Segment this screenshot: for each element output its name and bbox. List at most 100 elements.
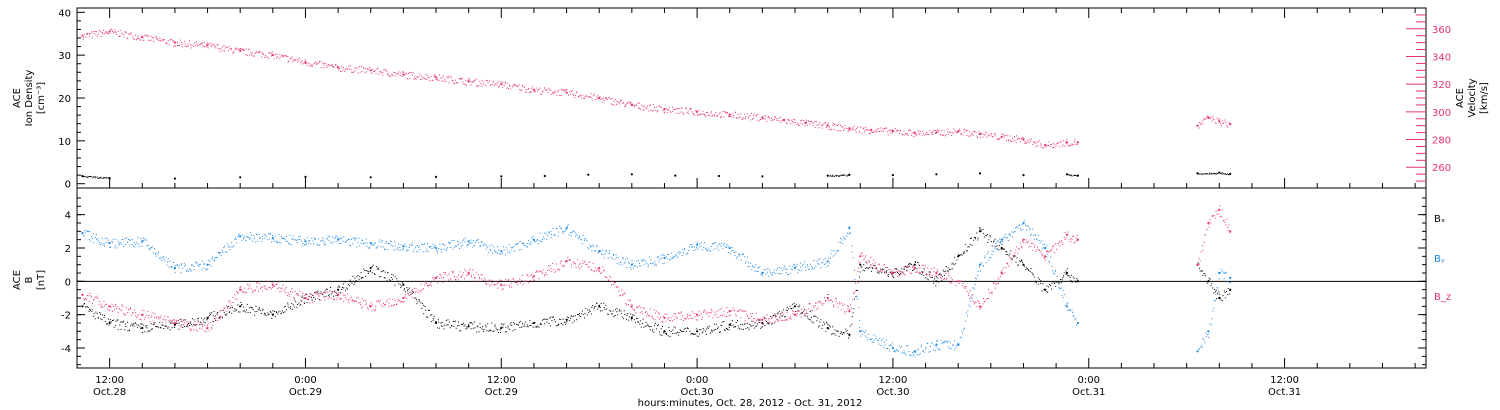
velocity-series-sample xyxy=(767,117,769,119)
b-series-2-sample xyxy=(665,320,667,322)
b-series-1-sample xyxy=(246,236,248,238)
b-series-1-sample xyxy=(445,250,447,252)
b-series-0-sample xyxy=(616,311,618,313)
b-series-0-sample xyxy=(701,332,703,334)
b-series-2-sample xyxy=(345,296,347,298)
velocity-series-sample xyxy=(1229,123,1230,124)
b-series-2-sample xyxy=(695,313,697,315)
b-series-2-sample xyxy=(361,298,363,300)
b-series-0-sample xyxy=(121,321,123,323)
velocity-series-sample xyxy=(322,63,324,65)
b-series-0-sample xyxy=(1068,275,1070,277)
velocity-series-sample xyxy=(268,52,270,53)
b-series-2-point xyxy=(891,271,895,275)
b-series-2-sample xyxy=(237,292,239,294)
velocity-series-sample xyxy=(544,87,546,89)
b-series-1-sample xyxy=(201,260,203,262)
b-series-2-sample xyxy=(648,315,650,317)
b-series-1-sample xyxy=(856,295,858,297)
velocity-series-sample xyxy=(601,97,603,99)
velocity-series-sample xyxy=(702,110,704,112)
b-series-2-sample xyxy=(715,313,717,315)
velocity-series-sample xyxy=(610,98,612,100)
b-series-1-sample xyxy=(1067,302,1069,304)
velocity-series xyxy=(81,28,1232,149)
b-series-1-sample xyxy=(347,238,349,240)
b-series-1-sample xyxy=(931,342,933,344)
b-series-1-sample xyxy=(272,239,274,241)
b-series-2-sample xyxy=(676,317,678,319)
b-series-0-sample xyxy=(995,246,997,248)
b-series-0-sample xyxy=(431,314,433,316)
density-series-point xyxy=(674,174,677,177)
b-series-1-sample xyxy=(96,239,97,241)
b-series-0-sample xyxy=(871,270,872,272)
velocity-series-sample xyxy=(730,116,732,118)
density-series-sample xyxy=(87,176,89,178)
velocity-series-sample xyxy=(170,38,172,40)
b-series-1-sample xyxy=(719,243,721,245)
b-series-2-sample xyxy=(960,280,962,282)
velocity-series-sample xyxy=(415,78,417,80)
b-series-2-sample xyxy=(746,314,748,316)
velocity-series-sample xyxy=(534,91,536,93)
b-series-1-sample xyxy=(342,240,344,242)
b-series-0-sample xyxy=(85,306,87,308)
b-series-2-sample xyxy=(96,295,98,297)
velocity-series-sample xyxy=(962,134,964,136)
velocity-series-sample xyxy=(706,112,708,113)
b-series-1-sample xyxy=(340,238,342,240)
b-series-2-sample xyxy=(383,304,385,306)
b-series-2-sample xyxy=(334,298,335,300)
b-series-2-point xyxy=(826,296,829,300)
velocity-series-sample xyxy=(285,55,287,57)
velocity-series-sample xyxy=(570,91,572,93)
b-series-2-sample xyxy=(567,256,569,258)
b-series-2-sample xyxy=(284,288,286,290)
b-series-1-sample xyxy=(732,249,734,251)
b-series-1-point xyxy=(337,238,340,241)
b-series-2-sample xyxy=(757,318,759,320)
b-series-2-sample xyxy=(870,256,872,258)
b-series-0-sample xyxy=(778,310,780,312)
b-series-2-sample xyxy=(954,281,956,283)
density-series-sample xyxy=(1071,175,1073,177)
b-series-0-sample xyxy=(811,317,812,319)
density-series-sample xyxy=(1227,173,1229,175)
b-series-0-sample xyxy=(1030,268,1032,269)
b-series-1-sample xyxy=(988,259,990,261)
b-series-1-sample xyxy=(861,330,862,331)
b-series-1-sample xyxy=(859,319,860,321)
b-series-0-sample xyxy=(579,313,581,315)
density-series-sample xyxy=(94,176,96,178)
b-series-2-sample xyxy=(559,263,561,265)
b-series-0-sample xyxy=(795,311,797,312)
b-series-0-sample xyxy=(970,237,971,239)
b-series-0-sample xyxy=(1007,254,1009,255)
b-series-0-sample xyxy=(589,309,591,311)
b-series-1-sample xyxy=(274,240,276,242)
b-series-2-sample xyxy=(765,318,767,319)
b-series-0-sample xyxy=(598,304,600,306)
b-series-0-point xyxy=(598,305,601,308)
b-series-2-sample xyxy=(525,280,527,282)
b-series-2-sample xyxy=(761,323,763,324)
b-series-0-sample xyxy=(275,311,277,313)
velocity-series-sample xyxy=(472,81,474,83)
b-series-2-sample xyxy=(430,282,432,284)
b-series-2-sample xyxy=(485,279,487,281)
b-series-0-sample xyxy=(839,333,841,335)
b-series-2-sample xyxy=(859,262,861,264)
b-series-0-sample xyxy=(991,245,993,247)
velocity-series-sample xyxy=(710,112,712,114)
b-series-0-sample xyxy=(928,271,930,273)
b-series-1-sample xyxy=(249,238,250,240)
velocity-series-sample xyxy=(682,111,683,113)
velocity-series-sample xyxy=(476,78,478,80)
b-series-1-sample xyxy=(1032,228,1034,230)
b-series-1-sample xyxy=(497,246,498,248)
b-series-2-sample xyxy=(889,272,891,274)
b-series-2-sample xyxy=(862,255,864,257)
velocity-series-sample xyxy=(882,128,884,130)
b-series-2-sample xyxy=(401,300,402,302)
